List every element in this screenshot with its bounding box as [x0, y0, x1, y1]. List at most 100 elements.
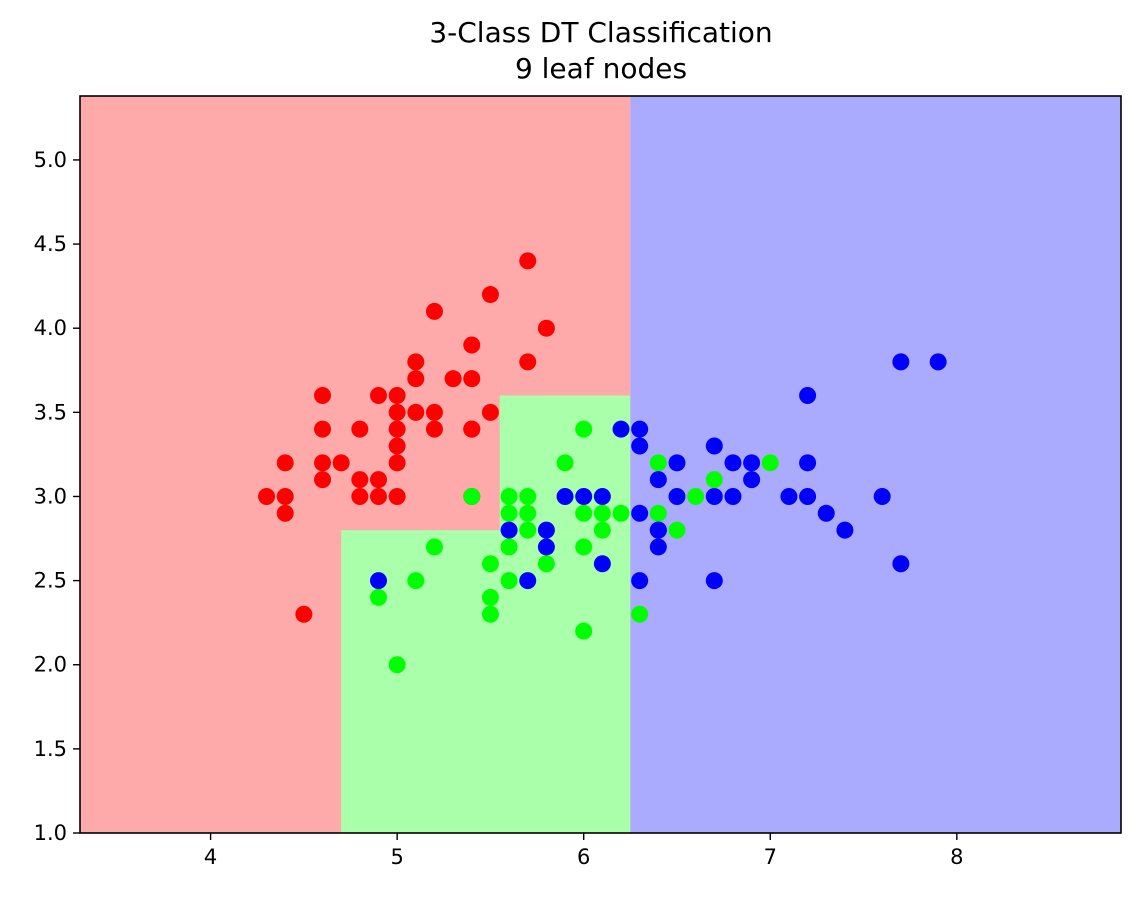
- point-blue: [631, 437, 649, 455]
- point-blue: [799, 454, 817, 472]
- point-green: [500, 504, 518, 522]
- y-tick-label: 1.0: [34, 821, 67, 845]
- point-red: [425, 420, 443, 438]
- decision-regions: [80, 96, 1121, 833]
- point-blue: [780, 487, 798, 505]
- point-red: [258, 487, 276, 505]
- point-red: [388, 454, 406, 472]
- x-tick-label: 7: [764, 845, 777, 869]
- point-green: [537, 555, 555, 573]
- point-red: [351, 487, 369, 505]
- point-green: [612, 504, 630, 522]
- point-blue: [537, 521, 555, 539]
- point-blue: [892, 353, 910, 371]
- point-red: [276, 487, 294, 505]
- point-blue: [369, 572, 387, 590]
- point-red: [314, 454, 332, 472]
- x-axis-ticks: 4 5 6 7 8: [204, 833, 964, 869]
- point-blue: [593, 555, 611, 573]
- point-blue: [817, 504, 835, 522]
- point-blue: [929, 353, 947, 371]
- point-red: [276, 504, 294, 522]
- point-green: [519, 521, 537, 539]
- point-red: [463, 420, 481, 438]
- point-red: [407, 370, 425, 388]
- point-red: [351, 471, 369, 489]
- point-red: [369, 471, 387, 489]
- point-green: [481, 605, 499, 623]
- point-green: [668, 521, 686, 539]
- chart-subtitle: 9 leaf nodes: [515, 52, 687, 85]
- point-green: [575, 538, 593, 556]
- point-green: [631, 605, 649, 623]
- point-red: [388, 420, 406, 438]
- point-green: [500, 538, 518, 556]
- point-green: [481, 555, 499, 573]
- data-points: [258, 252, 947, 674]
- point-green: [649, 504, 667, 522]
- point-red: [295, 605, 313, 623]
- point-blue: [612, 420, 630, 438]
- point-red: [407, 403, 425, 421]
- point-green: [575, 420, 593, 438]
- region-blue-3: [630, 96, 1121, 833]
- y-tick-label: 3.5: [34, 400, 67, 424]
- point-red: [444, 370, 462, 388]
- point-blue: [724, 454, 742, 472]
- y-tick-label: 2.5: [34, 569, 67, 593]
- point-green: [593, 521, 611, 539]
- point-green: [481, 588, 499, 606]
- point-green: [575, 622, 593, 640]
- y-axis-ticks: 1.0 1.5 2.0 2.5 3.0 3.5 4.0 4.5 5.0: [34, 148, 80, 845]
- point-red: [537, 319, 555, 337]
- point-blue: [649, 521, 667, 539]
- point-red: [519, 252, 537, 270]
- point-blue: [724, 487, 742, 505]
- region-green-1: [341, 530, 631, 833]
- point-blue: [705, 572, 723, 590]
- y-tick-label: 2.0: [34, 653, 67, 677]
- y-tick-label: 1.5: [34, 737, 67, 761]
- point-green: [649, 454, 667, 472]
- point-green: [593, 504, 611, 522]
- y-tick-label: 5.0: [34, 148, 67, 172]
- point-blue: [836, 521, 854, 539]
- point-red: [369, 487, 387, 505]
- point-red: [425, 403, 443, 421]
- point-red: [332, 454, 350, 472]
- point-red: [481, 403, 499, 421]
- point-red: [388, 437, 406, 455]
- point-red: [276, 454, 294, 472]
- point-red: [314, 387, 332, 405]
- point-blue: [649, 471, 667, 489]
- point-blue: [631, 420, 649, 438]
- point-red: [314, 420, 332, 438]
- y-tick-label: 4.0: [34, 316, 67, 340]
- point-blue: [873, 487, 891, 505]
- point-red: [425, 302, 443, 320]
- point-red: [369, 387, 387, 405]
- x-tick-label: 5: [390, 845, 403, 869]
- point-blue: [556, 487, 574, 505]
- point-blue: [892, 555, 910, 573]
- point-red: [519, 353, 537, 371]
- point-blue: [631, 572, 649, 590]
- point-green: [556, 454, 574, 472]
- point-blue: [668, 454, 686, 472]
- point-red: [388, 487, 406, 505]
- point-blue: [799, 487, 817, 505]
- point-blue: [799, 387, 817, 405]
- point-green: [519, 487, 537, 505]
- x-tick-label: 8: [950, 845, 963, 869]
- point-red: [314, 471, 332, 489]
- point-green: [369, 588, 387, 606]
- point-green: [463, 487, 481, 505]
- point-red: [481, 286, 499, 304]
- point-blue: [649, 538, 667, 556]
- point-blue: [519, 572, 537, 590]
- point-green: [519, 504, 537, 522]
- point-green: [500, 487, 518, 505]
- point-blue: [705, 487, 723, 505]
- y-tick-label: 3.0: [34, 484, 67, 508]
